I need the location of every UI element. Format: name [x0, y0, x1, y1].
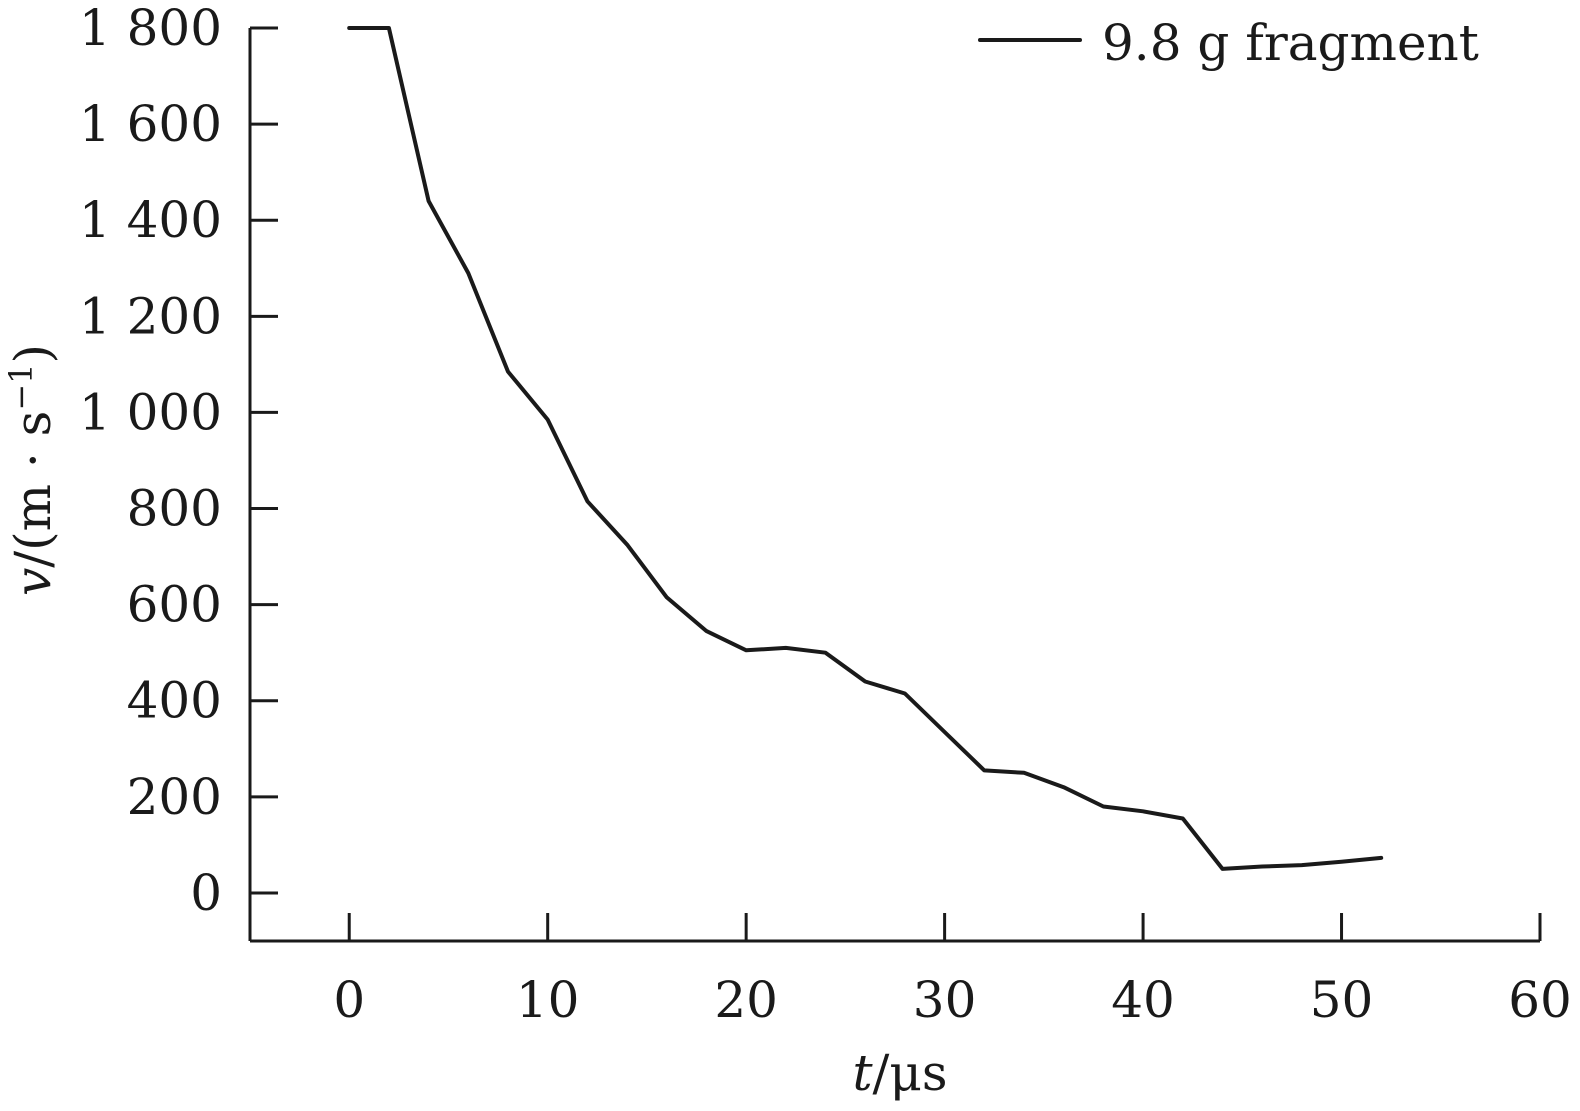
- x-axis-label-var: t: [852, 1044, 873, 1102]
- y-tick-label: 200: [127, 768, 222, 826]
- y-ticks: 0 200 400 600 800 1 000 1 200 1 400 1 600 1 800: [79, 0, 278, 922]
- axes: [248, 28, 1540, 943]
- y-tick-label: 400: [127, 672, 222, 730]
- x-tick-label: 30: [913, 971, 977, 1029]
- y-tick-label: 1 000: [79, 383, 222, 441]
- y-tick-label: 600: [127, 576, 222, 634]
- x-ticks: 0 10 20 30 40 50 60: [333, 913, 1572, 1029]
- y-tick-label: 0: [190, 864, 222, 922]
- x-tick-label: 60: [1508, 971, 1572, 1029]
- y-tick-label: 1 600: [79, 95, 222, 153]
- y-tick-label: 1 400: [79, 191, 222, 249]
- series-line: [347, 26, 1384, 871]
- y-axis-label-superscript: −1: [2, 363, 40, 410]
- x-axis-label-unit: /μs: [873, 1044, 948, 1102]
- x-tick-label: 0: [333, 971, 365, 1029]
- x-tick-label: 40: [1111, 971, 1175, 1029]
- y-axis-label-unit: /(m · s: [4, 411, 62, 568]
- series-group: [347, 26, 1384, 871]
- y-tick-label: 1 200: [79, 287, 222, 345]
- x-tick-label: 20: [714, 971, 778, 1029]
- y-axis-label-var: v: [4, 568, 62, 596]
- y-axis-label: v/(m · s−1): [2, 344, 62, 596]
- x-tick-label: 10: [516, 971, 580, 1029]
- y-tick-label: 800: [127, 480, 222, 538]
- x-axis-label: t/μs: [852, 1044, 947, 1102]
- x-tick-label: 50: [1310, 971, 1374, 1029]
- legend: 9.8 g fragment: [978, 14, 1479, 72]
- y-axis-label-close: ): [4, 344, 62, 364]
- y-tick-label: 1 800: [79, 0, 222, 57]
- legend-entry-label: 9.8 g fragment: [1102, 14, 1479, 72]
